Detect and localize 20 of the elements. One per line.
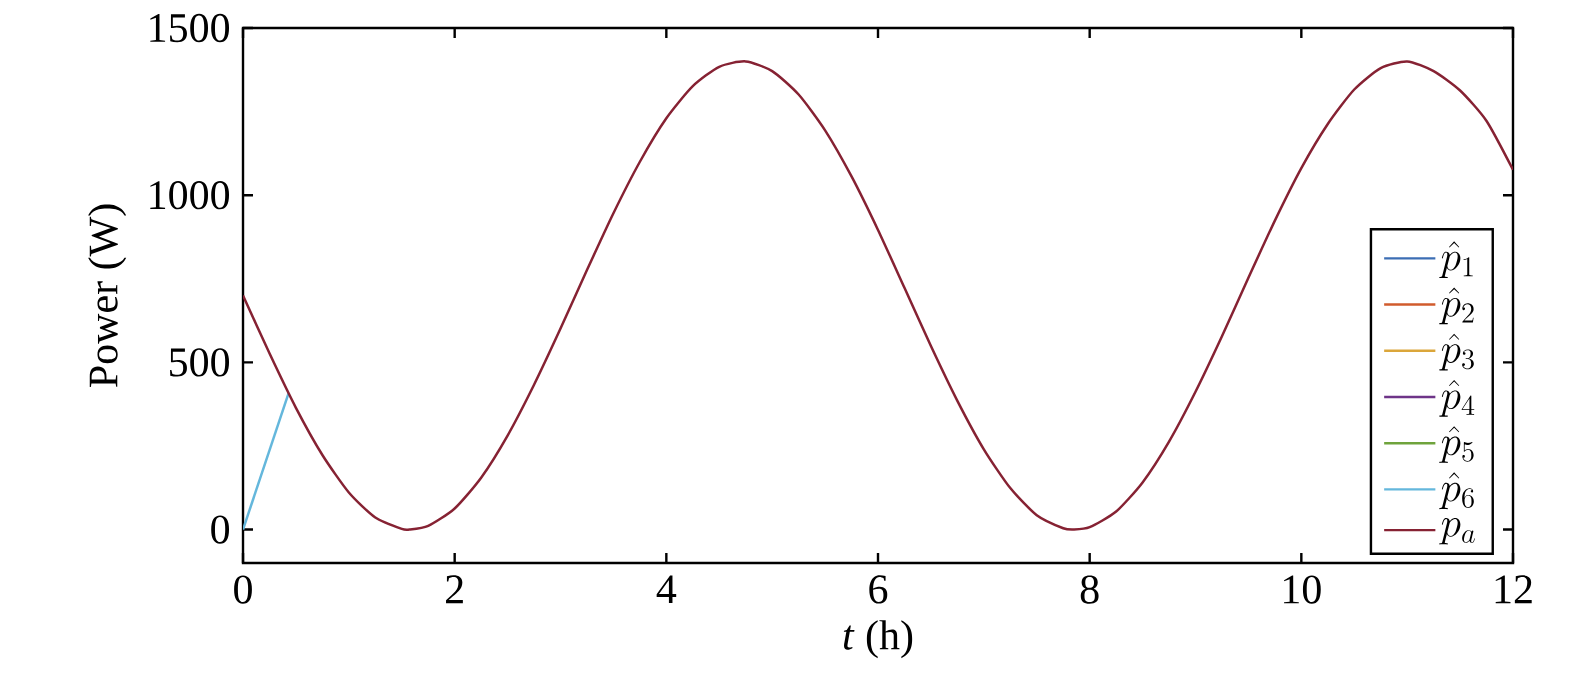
y-tick-label: 1000 [150,181,230,210]
legend-label: $\hat{p}_4$ [1439,379,1475,417]
x-tick-label: 0 [234,575,252,604]
x-tick-label: 8 [1080,575,1099,604]
legend-label: $\hat{p}_6$ [1439,472,1474,510]
legend-label: $p_a$ [1439,518,1475,545]
legend-label: $\hat{p}_3$ [1439,333,1474,371]
y-axis-title: Power (W) [88,204,127,387]
y-tick-label: 1500 [150,13,230,43]
x-tick-label: 2 [446,575,463,604]
x-tick-label: 12 [1495,575,1532,604]
y-tick-label: 500 [170,348,230,377]
x-axis-title: t (h) [843,620,913,659]
x-tick-label: 10 [1284,575,1321,604]
y-tick-label: 0 [211,515,230,544]
legend-label: $\hat{p}_5$ [1439,426,1474,463]
legend-label: $\hat{p}_2$ [1439,287,1474,325]
x-tick-label: 6 [869,575,888,604]
legend-label: $\hat{p}_1$ [1439,241,1473,279]
x-tick-label: 4 [656,575,677,604]
